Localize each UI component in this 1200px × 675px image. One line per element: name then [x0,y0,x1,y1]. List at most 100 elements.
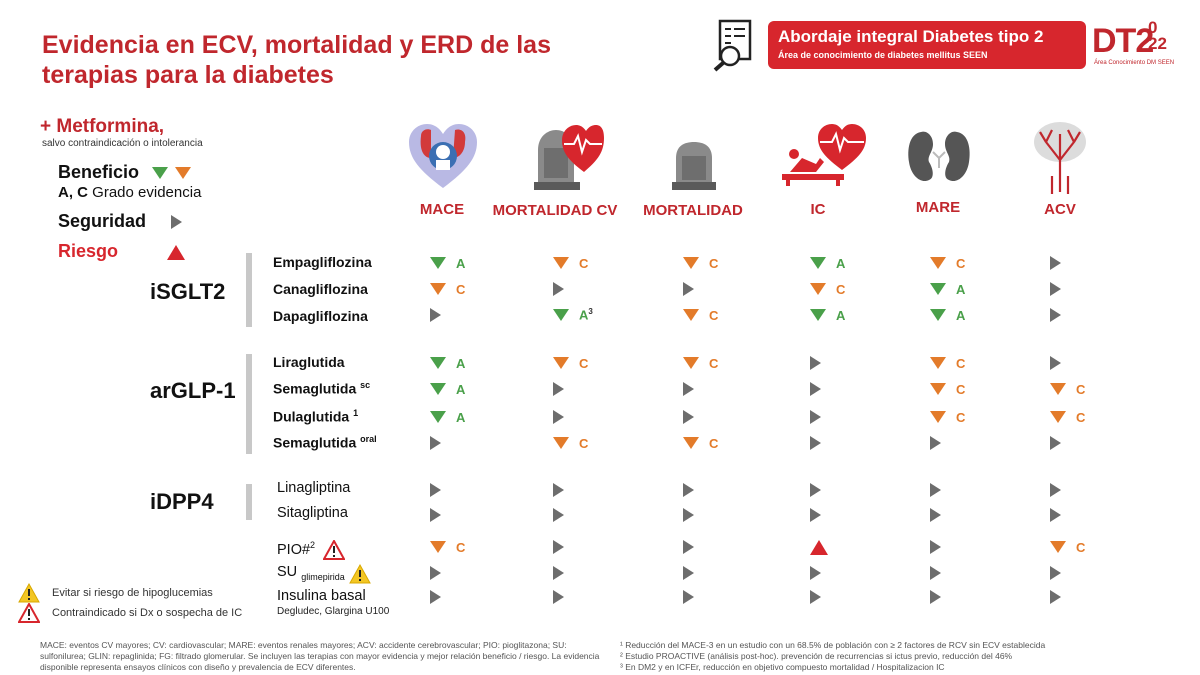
title-line-2: terapias para la diabetes [42,61,334,89]
orange-down-triangle-icon [553,257,569,269]
checklist-document-search-icon [712,18,762,72]
drug-dapagliflozina: Dapagliflozina [273,308,368,324]
cell-semaglutida-oral-acv [1050,434,1130,452]
cell-liraglutida-mace: A [430,354,510,372]
tombstone-heart-icon [532,122,604,195]
orange-down-triangle-icon [683,357,699,369]
orange-down-triangle-icon [1050,541,1066,553]
drug-pio: PIO#2 [277,538,346,560]
legend-seguridad: Seguridad [58,211,183,232]
cell-liraglutida-mare: C [930,354,1010,372]
evidence-grade: A [456,355,466,371]
cell-insulina-basal-mare [930,588,1010,606]
cell-pio-acv: C [1050,538,1130,556]
contraindicated-ic-icon [18,603,40,623]
gray-right-triangle-icon [553,540,564,554]
footnotes-references: ¹ Reducción del MACE-3 en un estudio con… [620,640,1180,673]
orange-down-triangle-icon [175,167,192,180]
hypoglycemia-warning-icon [18,583,40,603]
cell-semaglutida-sc-mare: C [930,380,1010,398]
cell-liraglutida-mortalidad: C [683,354,763,372]
drug-dulaglutida: Dulaglutida 1 [273,408,359,425]
evidence-grade: A [836,307,846,323]
cell-canagliflozina-ic: C [810,280,890,298]
evidence-grade: C [579,355,589,371]
gray-right-triangle-icon [810,410,821,424]
gray-right-triangle-icon [683,410,694,424]
drug-sitagliptina: Sitagliptina [277,505,348,521]
orange-down-triangle-icon [930,411,946,423]
evidence-grade: C [456,281,466,297]
cell-pio-ic [810,538,890,556]
hypoglycemia-warning-icon [348,563,371,584]
gray-right-triangle-icon [1050,483,1061,497]
cell-pio-mortalidad-cv [553,538,633,556]
evidence-grade: C [836,281,846,297]
cell-empagliflozina-mace: A [430,254,510,272]
gray-right-triangle-icon [683,590,694,604]
orange-down-triangle-icon [683,437,699,449]
tombstone-icon [672,140,716,195]
gray-right-triangle-icon [1050,308,1061,322]
drug-semaglutida-sc: Semaglutida sc [273,380,371,397]
logo-year: 0 22 [1148,18,1167,53]
cell-dulaglutida-mare: C [930,408,1010,426]
cell-dulaglutida-mortalidad-cv [553,408,633,426]
evidence-grade: C [956,381,966,397]
group-label-idpp4: iDPP4 [150,489,214,514]
cell-empagliflozina-mortalidad: C [683,254,763,272]
cell-dapagliflozina-mace [430,306,510,324]
cell-linagliptina-mortalidad [683,481,763,499]
gray-right-triangle-icon [683,566,694,580]
orange-down-triangle-icon [683,309,699,321]
drug-empagliflozina: Empagliflozina [273,254,372,270]
brain-vessels-icon [1030,120,1090,199]
column-header-ic: IC [810,201,826,218]
gray-right-triangle-icon [930,590,941,604]
cell-dapagliflozina-mortalidad: C [683,306,763,324]
gray-right-triangle-icon [553,566,564,580]
cell-su-acv [1050,564,1130,582]
gray-right-triangle-icon [1050,436,1061,450]
green-down-triangle-icon [930,309,946,321]
cell-dulaglutida-ic [810,408,890,426]
group-label-isglt2: iSGLT2 [150,279,226,304]
evidence-grade: A [956,307,966,323]
gray-right-triangle-icon [1050,566,1061,580]
gray-right-triangle-icon [553,590,564,604]
legend-contraindicated-ic: Contraindicado si Dx o sospecha de IC [18,603,242,623]
drug-insulina-note: Degludec, Glargina U100 [277,606,390,617]
header-subtitle: Área de conocimiento de diabetes mellitu… [778,50,988,60]
kidneys-icon [907,128,971,191]
cell-linagliptina-mare [930,481,1010,499]
evidence-grade: C [956,409,966,425]
gray-right-triangle-icon [553,410,564,424]
evidence-grade: C [709,307,719,323]
cell-empagliflozina-mare: C [930,254,1010,272]
group-divider-arglp1 [246,354,252,454]
metformina-label: + Metformina, [40,116,165,137]
green-down-triangle-icon [810,257,826,269]
cell-dulaglutida-mace: A [430,408,510,426]
cell-canagliflozina-acv [1050,280,1130,298]
cell-semaglutida-sc-mortalidad [683,380,763,398]
group-divider-idpp4 [246,484,252,520]
red-up-triangle-icon [810,539,828,555]
green-down-triangle-icon [152,167,169,180]
group-label-arglp1: arGLP-1 [150,378,236,403]
evidence-grade: A [956,281,966,297]
gray-right-triangle-icon [430,483,441,497]
cell-sitagliptina-ic [810,506,890,524]
cell-dapagliflozina-mortalidad-cv: A3 [553,306,633,324]
cell-insulina-basal-mace [430,588,510,606]
legend-grado-letters: A, C [58,184,88,201]
cell-semaglutida-sc-acv: C [1050,380,1130,398]
cell-semaglutida-oral-ic [810,434,890,452]
cell-semaglutida-oral-mortalidad: C [683,434,763,452]
cell-su-mace [430,564,510,582]
evidence-grade: A [456,255,466,271]
gray-right-triangle-icon [930,540,941,554]
gray-right-triangle-icon [1050,256,1061,270]
logo-subtext: Área Conocimiento DM SEEN [1094,60,1175,66]
cell-su-mare [930,564,1010,582]
